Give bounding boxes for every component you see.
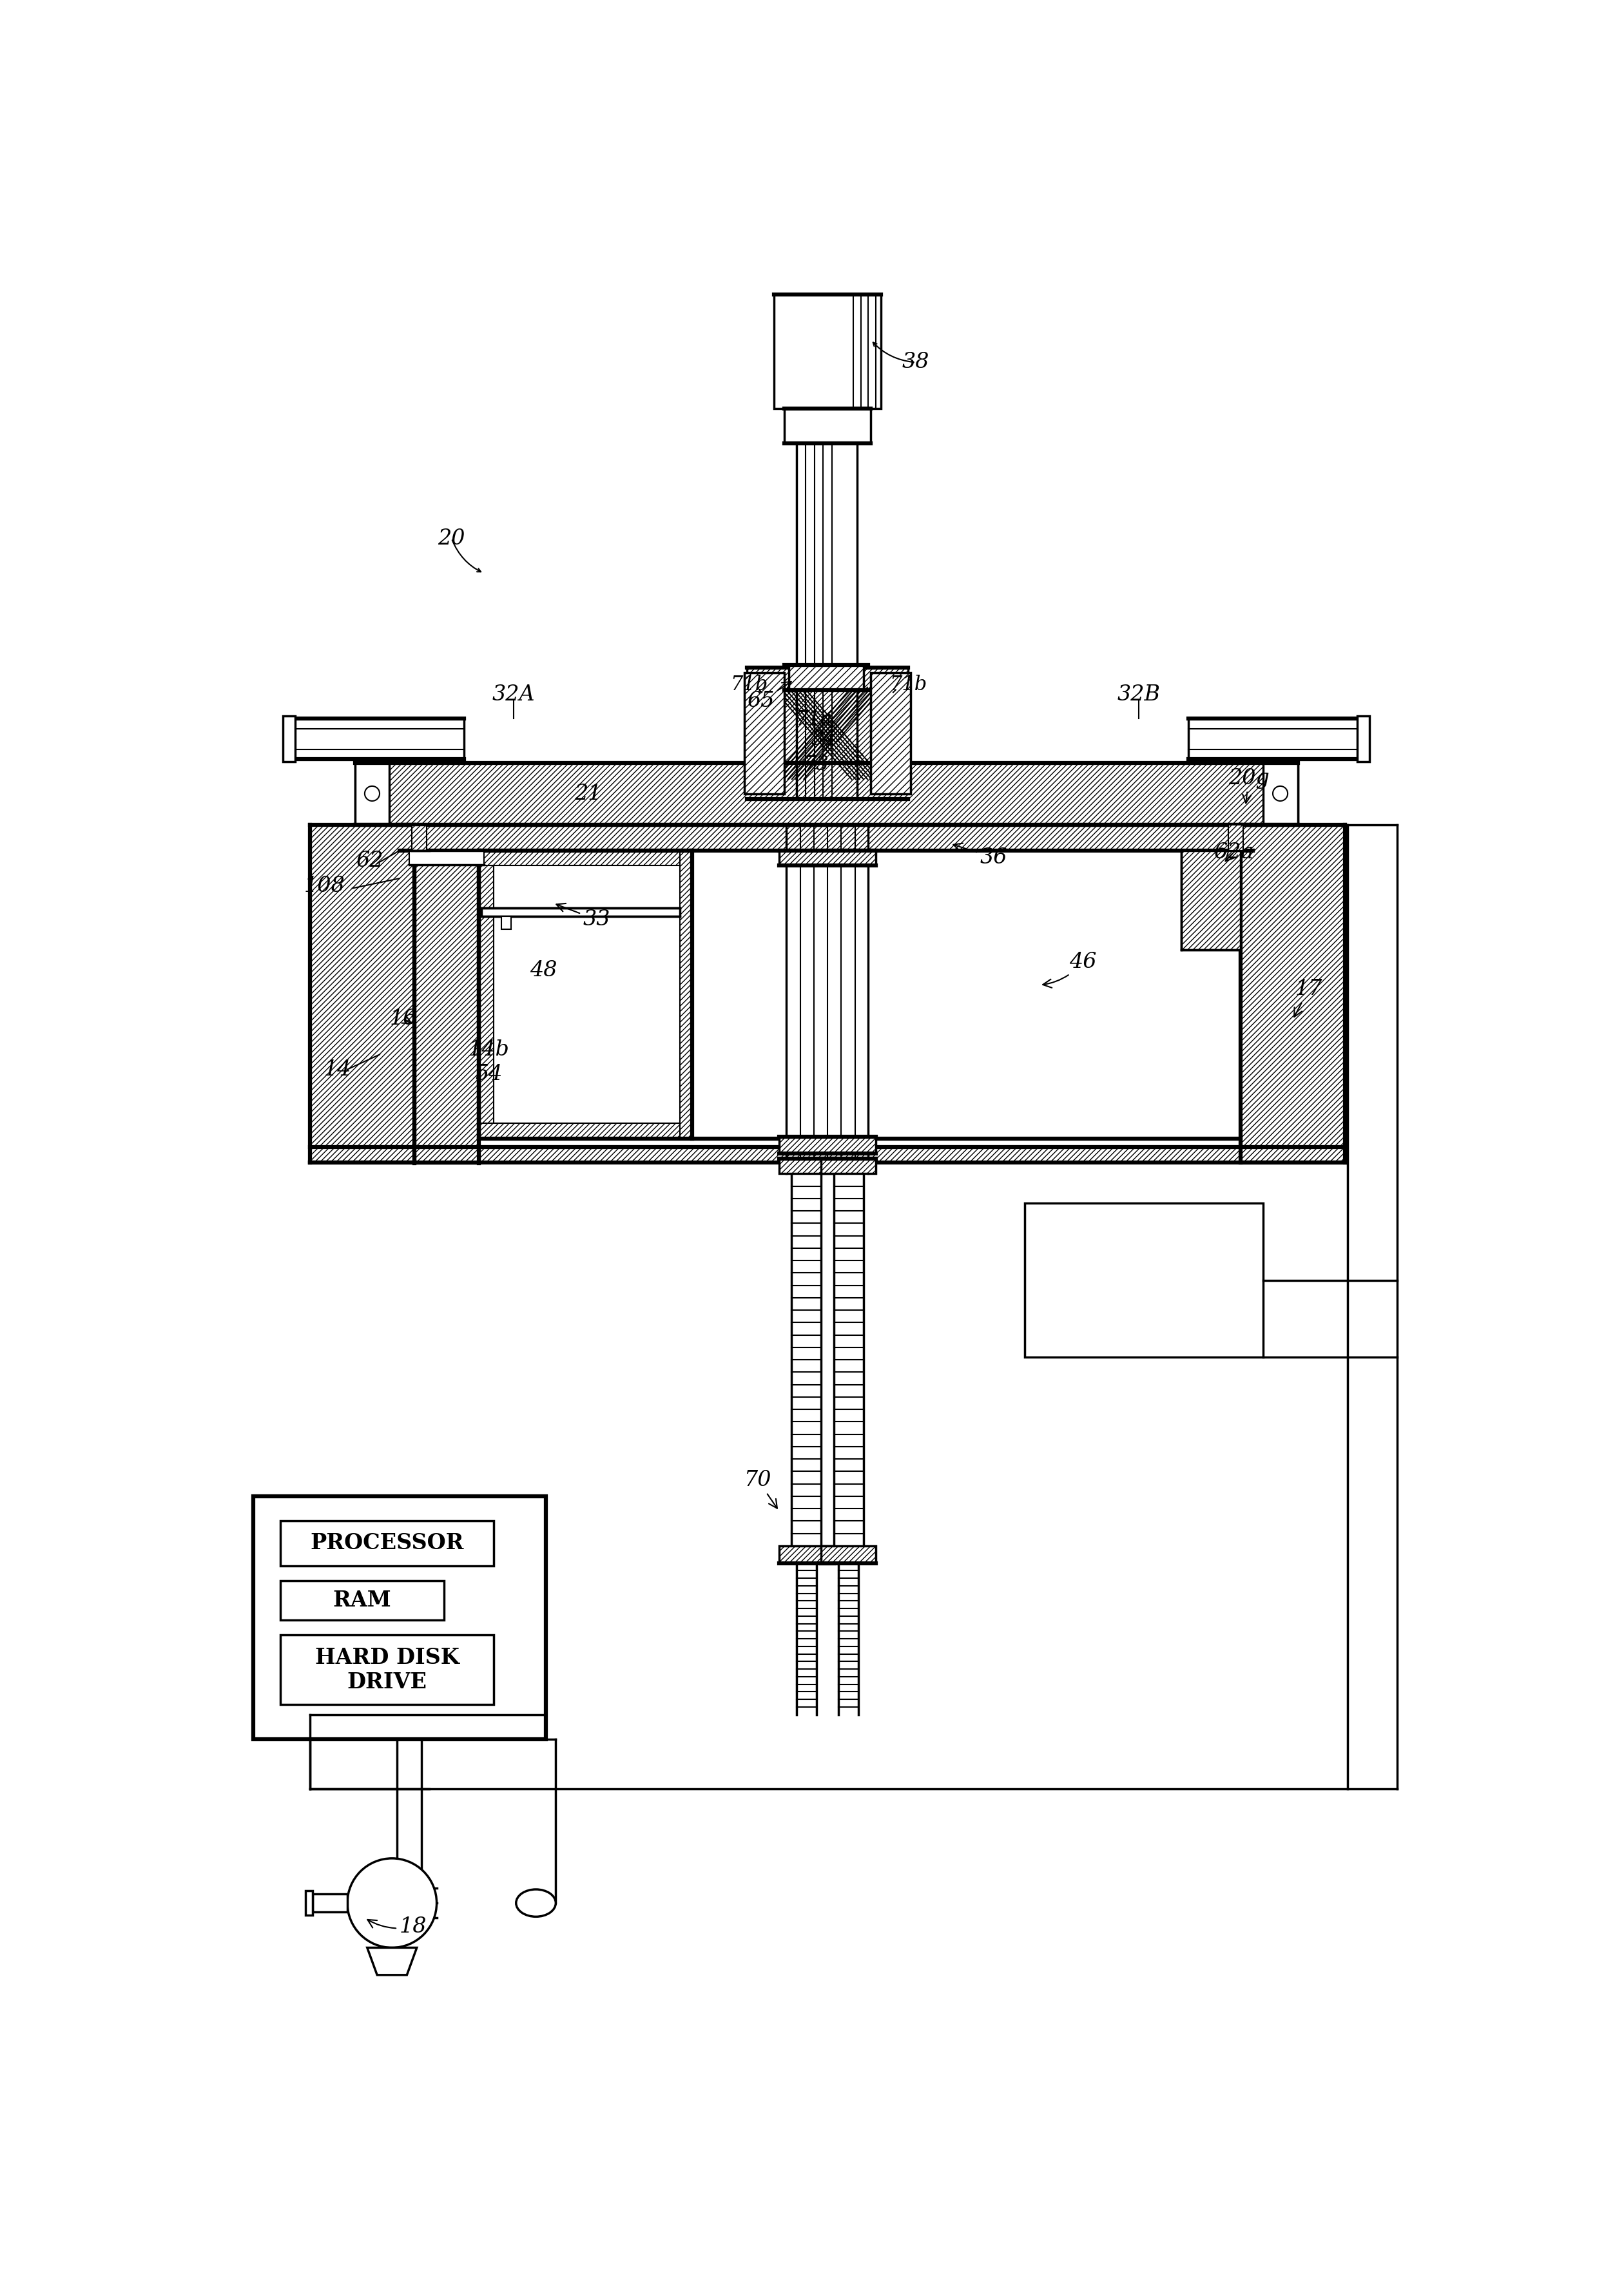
Text: 46: 46 bbox=[1043, 951, 1097, 987]
Bar bbox=[291, 719, 464, 760]
Text: 36: 36 bbox=[953, 843, 1008, 868]
Bar bbox=[822, 1159, 875, 1173]
Bar bbox=[822, 1545, 875, 1564]
Bar bbox=[478, 1123, 693, 1139]
Bar bbox=[399, 824, 1253, 850]
Text: 17: 17 bbox=[1294, 978, 1323, 1017]
Polygon shape bbox=[367, 1947, 417, 1975]
Text: 21: 21 bbox=[575, 783, 602, 804]
Bar bbox=[409, 850, 484, 866]
Text: 65: 65 bbox=[746, 682, 791, 712]
Bar bbox=[1227, 824, 1244, 850]
Text: 20: 20 bbox=[438, 528, 465, 549]
Text: 71b: 71b bbox=[730, 675, 769, 696]
Text: 32A: 32A bbox=[493, 684, 535, 705]
Bar bbox=[501, 916, 510, 930]
Text: 14b: 14b bbox=[468, 1040, 509, 1061]
Ellipse shape bbox=[517, 1890, 556, 1917]
Bar bbox=[783, 409, 870, 443]
Text: 32B: 32B bbox=[1118, 684, 1161, 705]
Bar bbox=[1024, 1203, 1263, 1357]
Text: 73: 73 bbox=[804, 755, 828, 774]
Bar bbox=[774, 294, 880, 409]
Bar bbox=[778, 1545, 833, 1564]
Bar bbox=[478, 850, 494, 1139]
Text: 71a: 71a bbox=[796, 709, 832, 730]
Text: 20g: 20g bbox=[1227, 767, 1269, 804]
Text: 70: 70 bbox=[745, 1469, 777, 1508]
Text: 34: 34 bbox=[811, 730, 837, 748]
Bar bbox=[310, 1148, 1345, 1162]
Bar bbox=[778, 1137, 875, 1155]
Text: PROCESSOR: PROCESSOR bbox=[310, 1534, 464, 1554]
Bar bbox=[778, 1159, 833, 1173]
Text: 71b: 71b bbox=[890, 675, 927, 696]
Bar bbox=[412, 824, 426, 850]
Bar bbox=[313, 1894, 347, 1913]
Bar bbox=[283, 716, 296, 762]
Circle shape bbox=[1273, 785, 1287, 801]
Text: 33: 33 bbox=[556, 902, 610, 930]
Text: 38: 38 bbox=[901, 351, 929, 372]
Bar bbox=[1181, 850, 1240, 951]
Bar bbox=[778, 850, 875, 866]
Bar bbox=[281, 1635, 494, 1704]
Bar bbox=[746, 668, 908, 799]
Text: 18: 18 bbox=[368, 1917, 426, 1938]
Text: 62a: 62a bbox=[1213, 843, 1253, 863]
Bar bbox=[680, 850, 693, 1139]
Bar bbox=[745, 673, 783, 794]
Text: HARD DISK
DRIVE: HARD DISK DRIVE bbox=[315, 1646, 459, 1692]
Bar bbox=[305, 1890, 313, 1915]
Text: 108: 108 bbox=[304, 875, 346, 895]
Bar bbox=[478, 850, 693, 1139]
Bar bbox=[355, 762, 389, 824]
Bar bbox=[693, 850, 1240, 1139]
Text: 48: 48 bbox=[530, 960, 557, 980]
Text: 14: 14 bbox=[323, 1058, 350, 1079]
Bar bbox=[1240, 824, 1345, 1162]
Circle shape bbox=[347, 1857, 436, 1947]
Text: 62: 62 bbox=[355, 852, 383, 872]
Bar bbox=[790, 666, 864, 689]
Bar bbox=[415, 850, 478, 1164]
Bar bbox=[481, 907, 680, 916]
Bar bbox=[478, 850, 693, 866]
Bar bbox=[1357, 716, 1370, 762]
Bar bbox=[310, 824, 415, 1162]
Bar bbox=[870, 673, 911, 794]
Circle shape bbox=[365, 785, 380, 801]
Text: RAM: RAM bbox=[333, 1589, 391, 1612]
Bar bbox=[1263, 762, 1297, 824]
Text: 54: 54 bbox=[475, 1063, 502, 1084]
Bar bbox=[355, 762, 1297, 824]
Text: 16: 16 bbox=[389, 1008, 417, 1029]
Bar bbox=[254, 1497, 546, 1740]
Bar bbox=[1189, 719, 1361, 760]
Bar bbox=[281, 1520, 494, 1566]
Bar bbox=[281, 1580, 444, 1621]
